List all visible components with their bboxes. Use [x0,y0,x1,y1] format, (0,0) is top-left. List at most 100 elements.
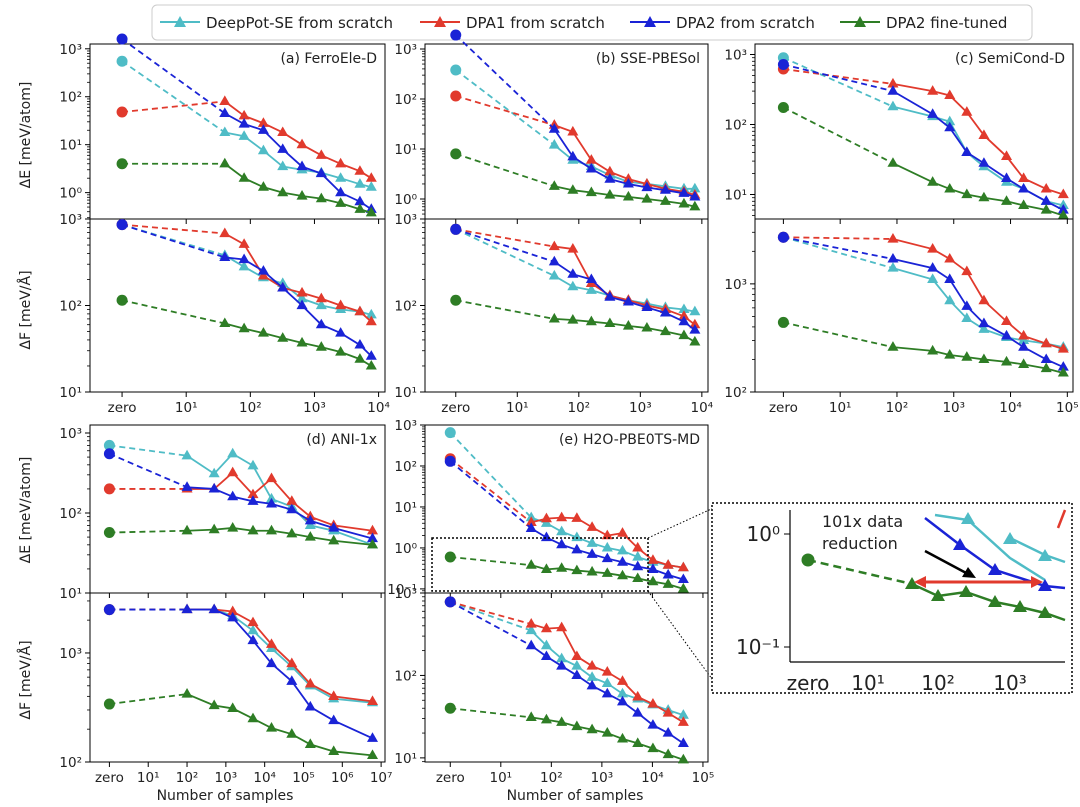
panel-8-dpa2-from-scratch-point-7 [304,700,316,711]
panel-3-deeppot-se-from-scratch-point-9 [689,182,701,193]
panel-6-dpa1-from-scratch-line [892,238,1064,350]
panel-2-dpa1-from-scratch-dashed [121,223,225,235]
panel-9-dpa1-from-scratch-point-10 [662,559,674,569]
panel-6-ytick-label-1: 10² [724,385,747,401]
inset-marker-dpa2-finetuned-2 [931,589,945,601]
panel-2-deeppot-se-from-scratch-point-9 [365,308,377,319]
panel-4-dpa2-from-scratch-point-7 [659,306,671,317]
panel-8-dpa2-from-scratch-point-8 [328,714,340,725]
panel-1-deeppot-se-from-scratch-point-4 [277,160,289,171]
panel-7-dpa2-from-scratch-point-4 [247,495,259,505]
panel-3-dpa1-from-scratch-point-3 [585,154,597,164]
panel-7-frame [89,424,386,594]
panel-6-dpa2-fine-tuned-zero-point [777,316,789,328]
zoom-connector-bottom [647,590,721,691]
inset-marker-dpa2-finetuned-6 [1038,606,1052,618]
panel-9-deeppot-se-from-scratch-point-5 [586,537,598,547]
panel-4-dpa2-fine-tuned-point-1 [548,312,560,323]
panel-6-dpa2-fine-tuned-point-4 [961,351,973,361]
panel-5-dpa2-from-scratch-point-6 [1001,172,1013,182]
panel-2-dpa1-from-scratch-point-3 [257,269,269,280]
panel-5-dpa2-from-scratch-point-8 [1040,195,1052,205]
panel-10-dpa2-from-scratch-point-4 [571,669,583,680]
panel-4-dpa2-fine-tuned-point-4 [604,317,616,328]
panel-9-dpa2-from-scratch-point-4 [571,543,583,554]
panel-3-ytick-label-2: 10¹ [394,142,417,158]
panel-5-dpa2-fine-tuned-point-5 [978,191,990,202]
panel-8-dpa2-fine-tuned-point-8 [328,745,340,756]
panel-10-deeppot-se-from-scratch-point-2 [540,639,552,650]
panel-9-dpa1-from-scratch-point-4 [571,512,583,522]
panel-2-dpa2-from-scratch-point-3 [257,265,269,275]
panel-2-dpa2-from-scratch-zero-point [116,219,128,231]
legend-marker-dpa1 [434,16,446,27]
panel-10-dpa1-from-scratch-point-3 [556,621,568,632]
panel-2-dpa1-from-scratch-point-6 [315,292,327,303]
panel-5-dpa2-fine-tuned-point-8 [1040,204,1052,214]
reduction-arrowhead-right [1031,576,1043,588]
panel-6-dpa2-fine-tuned-point-1 [887,341,899,351]
panel-9-dpa2-from-scratch-point-2 [540,531,552,542]
panel-1-dpa1-from-scratch-point-6 [315,149,327,159]
panel-6-deeppot-se-from-scratch-point-3 [944,294,956,305]
panel-3-title: (b) SSE-PBESol [596,51,700,67]
panel-3-dpa2-from-scratch-point-1 [548,123,560,133]
panel-5-dpa1-from-scratch-point-4 [961,106,973,116]
panel-2-dpa2-fine-tuned-point-8 [354,353,366,363]
panel-10-dpa1-from-scratch-point-8 [632,690,644,701]
panel-1-dpa1-from-scratch-point-3 [257,117,269,127]
inset-xtick-label-3: 10² [921,671,954,695]
panel-1-dpa2-fine-tuned-point-6 [315,192,327,203]
inset-marker-dpa2-finetuned-1 [905,577,919,589]
panel-10-ytick-label-2: 10² [394,668,417,684]
panel-4-deeppot-se-from-scratch-point-1 [548,269,560,280]
panel-9-deeppot-se-from-scratch-zero-point [444,427,456,439]
panel-2-dpa2-fine-tuned-point-3 [257,327,269,337]
panel-8-ytick-label-2: 10³ [59,646,82,662]
panel-7-dpa1-from-scratch-point-9 [366,524,379,535]
panel-6-dpa2-from-scratch-point-3 [944,273,956,283]
panel-5-dpa2-fine-tuned-point-2 [927,176,939,186]
panel-10-dpa2-fine-tuned-point-9 [647,742,659,753]
panel-5-dpa2-from-scratch-dashed [783,63,894,92]
panel-6-dpa1-from-scratch-point-2 [927,243,939,253]
panel-2-dpa1-from-scratch-point-9 [365,315,377,326]
panel-9-dpa2-from-scratch-point-5 [586,548,598,558]
annotation-arrowhead [962,567,976,578]
panel-7: 10¹ 10² 10³ (d) ANI-1x [59,424,386,602]
panel-4-ytick-label-1: 10¹ [394,385,417,401]
panel-6-dpa1-from-scratch-point-7 [1018,329,1030,340]
panel-6-xtick-label-2: 10¹ [829,400,852,416]
panel-5-dpa2-fine-tuned-line [892,162,1064,217]
panel-10-dpa2-fine-tuned-dashed [450,707,532,719]
panel-2-deeppot-se-from-scratch-line [224,254,372,316]
panel-3-dpa2-fine-tuned-point-2 [567,184,579,194]
panel-10-deeppot-se-from-scratch-point-6 [601,677,613,688]
panel-3-ytick-label-3: 10² [394,92,417,108]
panel-7-deeppot-se-from-scratch-point-2 [208,467,220,478]
panel-6-dpa2-fine-tuned-line [892,346,1064,374]
panel-2-dpa2-from-scratch-point-4 [277,281,289,292]
panel-8-dpa1-from-scratch-point-6 [286,657,298,668]
panel-3-deeppot-se-from-scratch-dashed [455,69,555,146]
panel-5-dpa2-fine-tuned-point-4 [961,188,973,199]
panel-10-dpa2-fine-tuned-point-11 [677,753,689,764]
panel-3-ytick-label-1: 10⁰ [394,192,417,208]
panel-9-title: (e) H2O-PBE0TS-MD [559,432,700,448]
panel-4-xtick-label-5: 10⁴ [691,400,714,416]
panel-7-dpa1-from-scratch-zero-point [103,483,115,495]
inset-line-deeppot-se [934,513,1046,582]
legend: DeepPot-SE from scratch DPA1 from scratc… [151,4,1033,41]
panel-8-dpa2-from-scratch-point-9 [366,732,379,742]
panel-4-dpa2-from-scratch-point-8 [678,315,690,326]
panel-4-dpa2-from-scratch-point-4 [604,291,616,301]
y-label-energy-row1: ΔE [meV/atom] [18,82,34,189]
panel-3-dpa1-from-scratch-zero-point [450,90,462,102]
panel-9-dpa2-from-scratch-point-7 [616,556,629,566]
panel-10-dpa2-fine-tuned-point-8 [632,737,644,747]
panel-2-dpa2-from-scratch-point-7 [335,327,347,337]
panel-1-dpa1-from-scratch-point-5 [296,138,308,149]
panel-9-ytick-label-2: 10⁰ [394,541,417,557]
panel-6-deeppot-se-from-scratch-point-1 [887,262,899,272]
inset-ytick-label-2: 10⁻¹ [736,635,780,659]
